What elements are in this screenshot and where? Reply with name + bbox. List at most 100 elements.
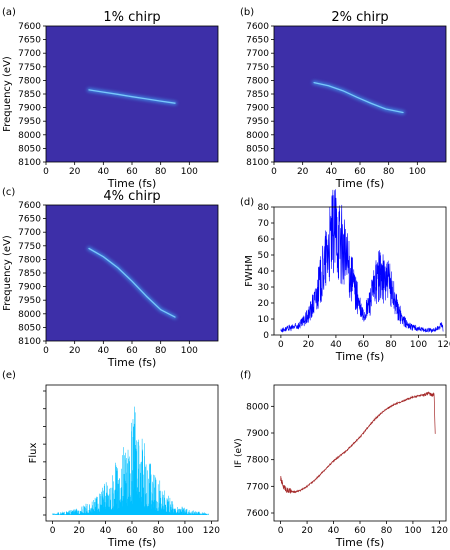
y-tick-label: 7950: [18, 296, 41, 306]
y-tick-label: 40: [258, 267, 270, 277]
x-tick-label: 40: [98, 346, 110, 356]
x-tick-label: 100: [181, 167, 198, 177]
panel-label-c: (c): [2, 187, 15, 198]
y-tick-label: 7950: [246, 117, 269, 127]
y-tick-label: 8000: [246, 131, 269, 141]
x-tick-label: 20: [303, 340, 315, 350]
x-tick-label: 0: [43, 167, 49, 177]
panel-f: 0 20 40 60 80 100 120 7600 7700 7800 7900 8000 Time …: [234, 384, 448, 549]
x-tick-label: 0: [50, 526, 56, 536]
y-tick-label: 10: [258, 315, 270, 325]
y-tick-label: 50: [258, 251, 270, 261]
x-tick-label: 100: [410, 340, 427, 350]
y-tick-label: 7900: [18, 283, 41, 293]
x-tick-label: 40: [326, 167, 338, 177]
x-tick-label: 60: [126, 167, 138, 177]
y-tick-label: 7800: [246, 76, 269, 86]
x-tick-label: 100: [176, 526, 193, 536]
x-tick-label: 20: [73, 526, 85, 536]
x-axis-label: Time (fs): [335, 177, 385, 190]
y-tick-label: 7850: [246, 90, 269, 100]
heatmap-background: [274, 26, 446, 162]
x-tick-label: 120: [203, 526, 220, 536]
y-tick-label: 7700: [246, 482, 269, 492]
y-tick-label: 7750: [246, 63, 269, 73]
x-tick-label: 40: [98, 167, 110, 177]
x-tick-label: 0: [278, 340, 284, 350]
x-tick-label: 80: [381, 526, 393, 536]
y-tick-label: 7700: [18, 228, 41, 238]
panel-label-e: (e): [2, 370, 16, 381]
y-tick-label: 7800: [18, 76, 41, 86]
x-tick-label: 60: [126, 526, 138, 536]
y-tick-label: 7900: [246, 429, 269, 439]
y-tick-label: 60: [258, 235, 270, 245]
y-tick-label: 7650: [18, 215, 41, 225]
panel-a: 1% chirp 0 20 40 60 80 100 7600 7650 7700 7750 7800…: [2, 10, 219, 190]
panel-c: 4% chirp 0 20 40 60 80 100 7600 7650 7700 7750 7800…: [2, 189, 219, 369]
x-tick-label: 120: [437, 340, 450, 350]
x-tick-label: 20: [69, 167, 81, 177]
fwhm-series: [280, 189, 444, 334]
chart-title: 2% chirp: [331, 10, 388, 25]
y-tick-label: 0: [263, 331, 269, 341]
y-tick-label: 7750: [18, 63, 41, 73]
x-tick-label: 120: [431, 526, 448, 536]
x-tick-label: 80: [155, 346, 167, 356]
x-tick-label: 100: [409, 167, 426, 177]
x-tick-label: 100: [404, 526, 421, 536]
x-axis-label: Time (fs): [335, 536, 385, 549]
y-tick-label: 7600: [246, 22, 269, 32]
panel-label-f: (f): [240, 370, 251, 381]
x-tick-label: 0: [271, 167, 277, 177]
y-tick-label: 70: [258, 219, 270, 229]
x-tick-label: 0: [43, 346, 49, 356]
y-tick-label: 8050: [246, 144, 269, 154]
x-tick-label: 80: [155, 167, 167, 177]
y-axis-label: Flux: [28, 443, 39, 464]
if-series: [280, 391, 436, 494]
chirp-trace-core: [88, 247, 176, 318]
x-tick-label: 80: [153, 526, 165, 536]
panel-label-a: (a): [2, 7, 16, 18]
y-tick-label: 7900: [246, 104, 269, 114]
heatmap-background: [46, 26, 218, 162]
y-tick-label: 7650: [18, 36, 41, 46]
y-axis-label: Frequency (eV): [2, 56, 13, 132]
panel-label-d: (d): [240, 197, 254, 208]
y-tick-label: 8100: [18, 158, 41, 168]
y-tick-label: 8050: [18, 144, 41, 154]
chirp-trace-core: [313, 81, 404, 114]
y-tick-label: 20: [258, 299, 270, 309]
chart-title: 1% chirp: [103, 10, 160, 25]
plot-area: [274, 385, 446, 521]
y-tick-label: 7800: [18, 255, 41, 265]
x-tick-label: 40: [328, 526, 340, 536]
panel-d: 02040608010012001020304050607080Time (fs…: [244, 189, 450, 363]
x-tick-label: 20: [69, 346, 81, 356]
y-tick-label: 7600: [18, 22, 41, 32]
chirp-trace-core: [88, 89, 176, 104]
y-axis-label: FWHM: [244, 255, 255, 287]
x-axis-label: Time (fs): [107, 356, 157, 369]
y-tick-label: 7800: [246, 456, 269, 466]
plot-area: [274, 207, 446, 335]
panel-label-b: (b): [240, 7, 254, 18]
y-axis-label: Frequency (eV): [2, 235, 13, 311]
y-tick-label: 7950: [18, 117, 41, 127]
x-tick-label: 60: [126, 346, 138, 356]
y-axis-label: IF (eV): [234, 438, 244, 467]
panel-e: 0 20 40 60 80 100 120 Time (fs) Flux: [28, 384, 220, 549]
x-tick-label: 40: [330, 340, 342, 350]
y-tick-label: 8000: [18, 310, 41, 320]
y-tick-label: 30: [258, 283, 270, 293]
flux-series: [52, 406, 209, 515]
y-tick-label: 8100: [246, 158, 269, 168]
y-tick-label: 7650: [246, 36, 269, 46]
y-tick-label: 7600: [246, 509, 269, 519]
x-tick-label: 20: [297, 167, 309, 177]
x-axis-label: Time (fs): [107, 177, 157, 190]
x-tick-label: 40: [100, 526, 112, 536]
panel-b: 2% chirp 0 20 40 60 80 100 7600 7650 7700 7750 7800…: [246, 10, 447, 190]
